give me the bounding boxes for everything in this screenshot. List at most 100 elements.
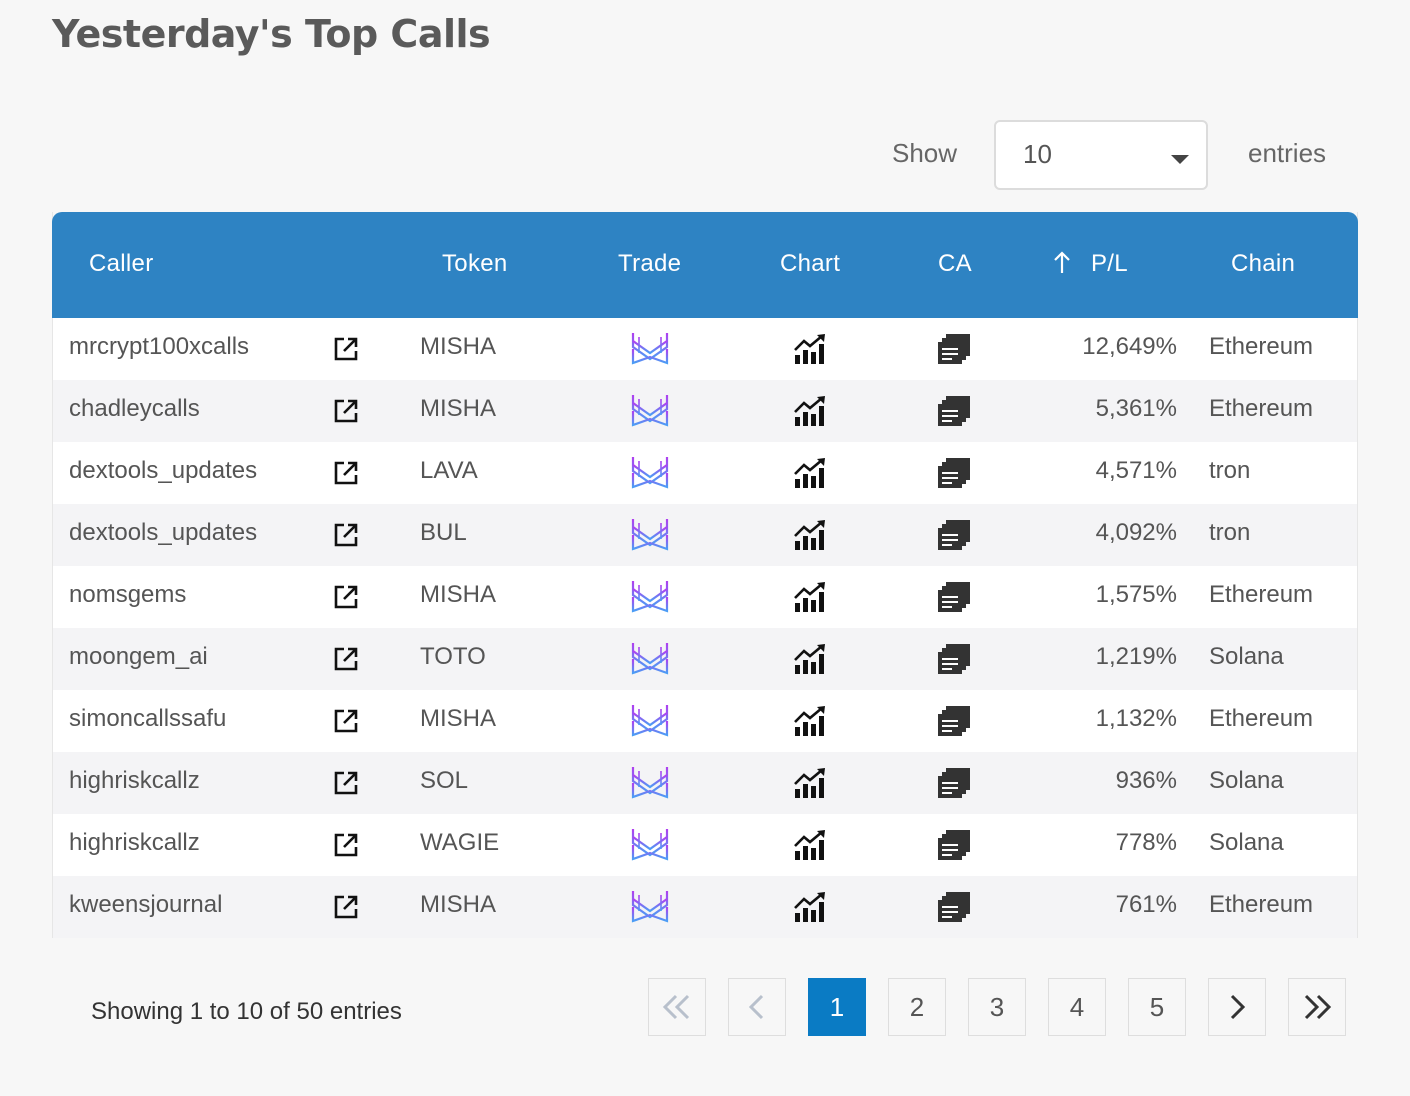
table-row: moongem_ai TOTO 1,219% Solana <box>53 628 1357 690</box>
table-row: kweensjournal MISHA 761% Ethereum <box>53 876 1357 938</box>
copy-icon[interactable] <box>937 628 971 690</box>
chart-icon[interactable] <box>793 380 827 442</box>
caller-name: simoncallssafu <box>69 705 227 732</box>
first-page-button[interactable] <box>648 978 706 1036</box>
trade-logo-icon[interactable] <box>630 442 670 504</box>
caller-name: nomsgems <box>69 581 187 608</box>
double-chevron-left-icon <box>662 994 690 1020</box>
external-link-icon[interactable] <box>333 876 359 938</box>
chain-name: Solana <box>1209 767 1284 794</box>
chart-icon[interactable] <box>793 628 827 690</box>
external-link-icon[interactable] <box>333 628 359 690</box>
table-row: mrcrypt100xcalls MISHA 12,649% Ethereum <box>53 318 1357 380</box>
pl-value: 1,132% <box>1095 705 1177 732</box>
trade-logo-icon[interactable] <box>630 876 670 938</box>
copy-icon[interactable] <box>937 876 971 938</box>
pl-value: 778% <box>1115 829 1177 856</box>
table-row: dextools_updates LAVA 4,571% tron <box>53 442 1357 504</box>
copy-icon[interactable] <box>937 442 971 504</box>
pl-value: 936% <box>1115 767 1177 794</box>
trade-logo-icon[interactable] <box>630 566 670 628</box>
copy-icon[interactable] <box>937 752 971 814</box>
external-link-icon[interactable] <box>333 752 359 814</box>
entries-per-page-value: 10 <box>1023 139 1052 169</box>
table-row: chadleycalls MISHA 5,361% Ethereum <box>53 380 1357 442</box>
entries-length-control: Show 10 entries <box>0 120 1410 192</box>
external-link-icon[interactable] <box>333 690 359 752</box>
table-header: Caller Token Trade Chart CA P/L Chain <box>52 212 1358 318</box>
page-button-4[interactable]: 4 <box>1048 978 1106 1036</box>
table-info: Showing 1 to 10 of 50 entries <box>91 998 402 1025</box>
chain-name: Ethereum <box>1209 891 1314 918</box>
table-row: dextools_updates BUL 4,092% tron <box>53 504 1357 566</box>
chart-icon[interactable] <box>793 814 827 876</box>
column-header-pl[interactable]: P/L <box>1091 250 1128 277</box>
page-button-5[interactable]: 5 <box>1128 978 1186 1036</box>
token-symbol: MISHA <box>420 333 497 360</box>
copy-icon[interactable] <box>937 504 971 566</box>
chain-name: Ethereum <box>1209 705 1314 732</box>
trade-logo-icon[interactable] <box>630 628 670 690</box>
token-symbol: TOTO <box>420 643 486 670</box>
page-title: Yesterday's Top Calls <box>52 12 491 56</box>
previous-page-button[interactable] <box>728 978 786 1036</box>
token-symbol: MISHA <box>420 705 497 732</box>
column-header-chart[interactable]: Chart <box>780 250 841 277</box>
token-symbol: SOL <box>420 767 469 794</box>
page-button-2[interactable]: 2 <box>888 978 946 1036</box>
trade-logo-icon[interactable] <box>630 318 670 380</box>
copy-icon[interactable] <box>937 380 971 442</box>
pl-value: 761% <box>1115 891 1177 918</box>
trade-logo-icon[interactable] <box>630 814 670 876</box>
top-calls-table: Caller Token Trade Chart CA P/L Chain mr… <box>52 212 1358 938</box>
chain-name: Ethereum <box>1209 395 1314 422</box>
column-header-chain[interactable]: Chain <box>1231 250 1296 277</box>
trade-logo-icon[interactable] <box>630 690 670 752</box>
column-header-token[interactable]: Token <box>442 250 508 277</box>
caller-name: highriskcallz <box>69 829 200 856</box>
last-page-button[interactable] <box>1288 978 1346 1036</box>
chain-name: Ethereum <box>1209 333 1314 360</box>
column-header-ca[interactable]: CA <box>938 250 972 277</box>
chart-icon[interactable] <box>793 876 827 938</box>
copy-icon[interactable] <box>937 814 971 876</box>
pl-value: 1,575% <box>1095 581 1177 608</box>
sort-arrow-up-icon <box>1054 251 1070 273</box>
pagination: 1 2 3 4 5 <box>0 978 1410 1038</box>
chart-icon[interactable] <box>793 318 827 380</box>
page-button-3[interactable]: 3 <box>968 978 1026 1036</box>
chart-icon[interactable] <box>793 690 827 752</box>
entries-per-page-select[interactable]: 10 <box>994 120 1208 190</box>
external-link-icon[interactable] <box>333 380 359 442</box>
token-symbol: BUL <box>420 519 467 546</box>
column-header-caller[interactable]: Caller <box>89 250 154 277</box>
external-link-icon[interactable] <box>333 814 359 876</box>
external-link-icon[interactable] <box>333 566 359 628</box>
next-page-button[interactable] <box>1208 978 1266 1036</box>
column-header-trade[interactable]: Trade <box>618 250 682 277</box>
copy-icon[interactable] <box>937 318 971 380</box>
chart-icon[interactable] <box>793 566 827 628</box>
copy-icon[interactable] <box>937 566 971 628</box>
trade-logo-icon[interactable] <box>630 752 670 814</box>
table-row: highriskcallz SOL 936% Solana <box>53 752 1357 814</box>
table-row: highriskcallz WAGIE 778% Solana <box>53 814 1357 876</box>
pl-value: 1,219% <box>1095 643 1177 670</box>
chain-name: tron <box>1209 519 1251 546</box>
external-link-icon[interactable] <box>333 442 359 504</box>
chain-name: Solana <box>1209 643 1284 670</box>
trade-logo-icon[interactable] <box>630 380 670 442</box>
chart-icon[interactable] <box>793 752 827 814</box>
caller-name: dextools_updates <box>69 457 258 484</box>
page-button-1[interactable]: 1 <box>808 978 866 1036</box>
trade-logo-icon[interactable] <box>630 504 670 566</box>
token-symbol: MISHA <box>420 581 497 608</box>
external-link-icon[interactable] <box>333 504 359 566</box>
caller-name: chadleycalls <box>69 395 200 422</box>
chart-icon[interactable] <box>793 442 827 504</box>
pl-value: 5,361% <box>1095 395 1177 422</box>
chart-icon[interactable] <box>793 504 827 566</box>
chevron-right-icon <box>1230 994 1246 1020</box>
copy-icon[interactable] <box>937 690 971 752</box>
external-link-icon[interactable] <box>333 318 359 380</box>
